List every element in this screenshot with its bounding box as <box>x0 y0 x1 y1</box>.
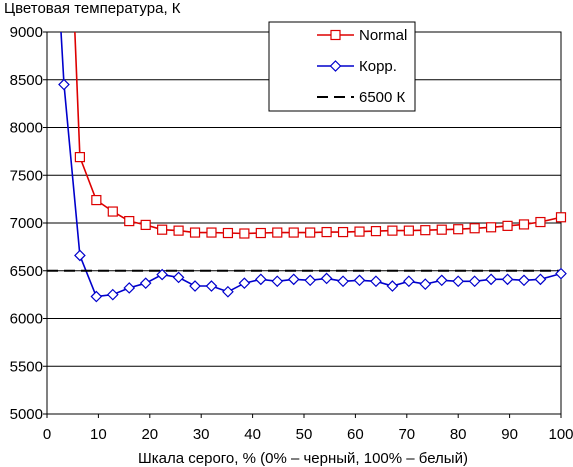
x-tick-label: 0 <box>43 426 51 443</box>
y-tick-label: 8500 <box>10 72 43 89</box>
x-tick-label: 90 <box>501 426 518 443</box>
corrected-data-point <box>329 60 342 72</box>
x-tick-label: 40 <box>244 426 261 443</box>
normal-data-point <box>354 226 365 237</box>
y-tick-label: 8000 <box>10 120 43 137</box>
corrected-data-point <box>518 274 530 287</box>
corrected-data-point <box>287 273 300 286</box>
corrected-data-point <box>205 280 218 292</box>
normal-data-point <box>74 152 85 163</box>
normal-data-point <box>555 212 567 223</box>
normal-data-point <box>403 225 414 236</box>
corrected-data-point <box>74 249 86 262</box>
normal-data-point <box>436 224 447 235</box>
corrected-data-point <box>189 280 201 292</box>
normal-data-point <box>321 226 332 238</box>
normal-data-point <box>91 194 102 206</box>
normal-data-point <box>305 227 316 238</box>
x-tick-label: 60 <box>347 426 364 443</box>
corrected-data-point <box>555 267 567 280</box>
corrected-data-point <box>304 274 317 287</box>
corrected-data-point <box>106 288 119 301</box>
chart-title: Цветовая температура, К <box>4 0 181 17</box>
axes: 5000 5500 6000 6500 7000 7500 8000 8500 9000 0 10 2… <box>10 24 573 443</box>
x-axis-label: Шкала серого, % (0% – черный, 100% – бел… <box>138 450 468 467</box>
y-tick-label: 7000 <box>10 215 43 232</box>
y-tick-label: 5000 <box>10 406 43 423</box>
corrected-data-point <box>386 280 399 292</box>
corrected-data-point <box>172 271 185 284</box>
normal-data-point <box>189 227 201 238</box>
normal-data-point <box>330 29 341 41</box>
corrected-data-point <box>123 282 136 294</box>
corrected-data-point <box>468 275 481 288</box>
corrected-data-point <box>271 275 284 288</box>
normal-data-point <box>469 223 480 234</box>
corrected-data-point <box>320 272 333 285</box>
y-tick-label: 9000 <box>10 24 43 41</box>
normal-data-point <box>535 216 546 228</box>
normal-data-point <box>288 227 299 238</box>
normal-data-point <box>206 227 217 238</box>
legend-label-2: 6500 К <box>359 89 406 106</box>
x-tick-label: 70 <box>398 426 415 443</box>
corrected-data-point <box>485 273 497 286</box>
corrected-data-point <box>238 277 251 290</box>
legend: Normal Корр. 6500 К <box>268 21 416 112</box>
corrected-data-point <box>353 274 366 287</box>
x-tick-label: 100 <box>548 426 573 443</box>
normal-data-point <box>239 228 250 239</box>
legend-label-1: Корр. <box>359 58 397 75</box>
plot-markers <box>58 78 567 303</box>
corrected-data-point <box>501 273 514 286</box>
normal-data-point <box>387 225 398 236</box>
x-tick-label: 80 <box>450 426 467 443</box>
x-tick-label: 50 <box>296 426 313 443</box>
normal-data-point <box>485 222 497 233</box>
x-tick-label: 10 <box>90 426 107 443</box>
corrected-data-point <box>156 268 168 281</box>
y-tick-label: 6000 <box>10 311 43 328</box>
x-tick-label: 30 <box>193 426 210 443</box>
corrected-data-point <box>139 277 152 290</box>
y-tick-label: 5500 <box>10 358 43 375</box>
y-tick-label: 6500 <box>10 263 43 280</box>
corrected-data-point <box>254 273 267 286</box>
normal-data-point <box>337 226 349 238</box>
corrected-data-point <box>452 275 465 288</box>
normal-data-point <box>124 215 135 227</box>
normal-data-point <box>502 220 513 231</box>
corrected-data-point <box>435 274 448 287</box>
corrected-data-point <box>90 290 103 303</box>
normal-data-point <box>107 206 118 217</box>
normal-data-point <box>453 224 464 235</box>
normal-data-point <box>173 225 184 236</box>
legend-label-0: Normal <box>359 27 407 44</box>
corrected-data-point <box>58 78 70 91</box>
normal-data-point <box>518 219 530 230</box>
normal-data-point <box>370 226 382 237</box>
corrected-data-point <box>534 273 547 286</box>
corrected-data-point <box>370 275 382 288</box>
y-tick-label: 7500 <box>10 167 43 184</box>
normal-data-point <box>255 227 266 239</box>
corrected-data-point <box>419 278 432 290</box>
corrected-data-point <box>403 275 415 288</box>
normal-data-point <box>272 227 283 238</box>
normal-data-point <box>140 219 151 231</box>
corrected-data-point <box>337 275 349 288</box>
corrected-data-point <box>222 285 234 298</box>
normal-data-point <box>222 227 234 239</box>
normal-data-point <box>157 224 168 235</box>
x-tick-label: 20 <box>141 426 158 443</box>
normal-data-point <box>420 225 431 236</box>
